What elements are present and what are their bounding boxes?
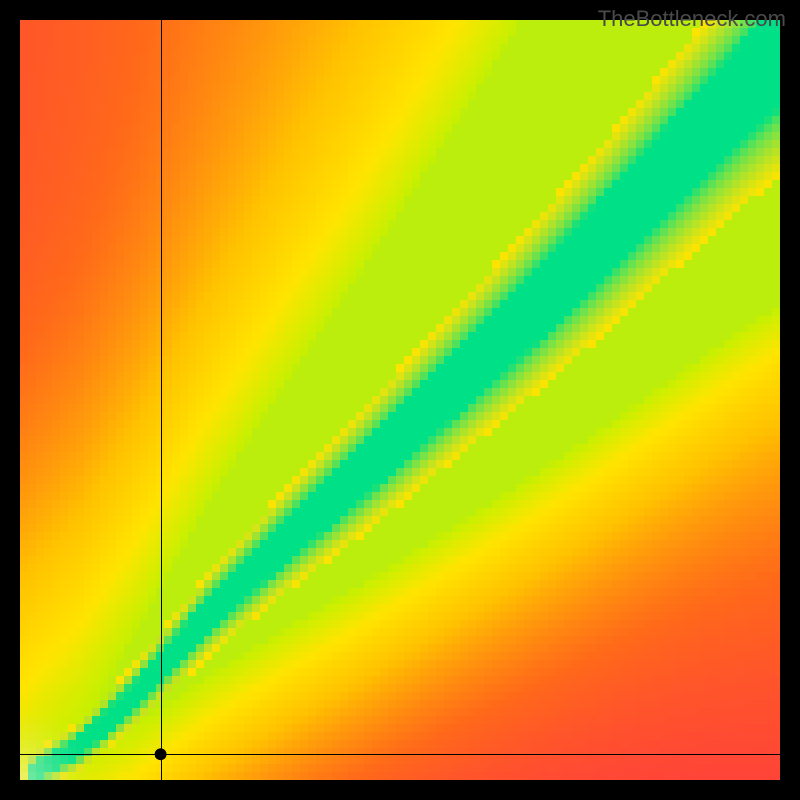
bottleneck-heatmap-canvas	[0, 0, 800, 800]
attribution-text: TheBottleneck.com	[598, 6, 786, 32]
